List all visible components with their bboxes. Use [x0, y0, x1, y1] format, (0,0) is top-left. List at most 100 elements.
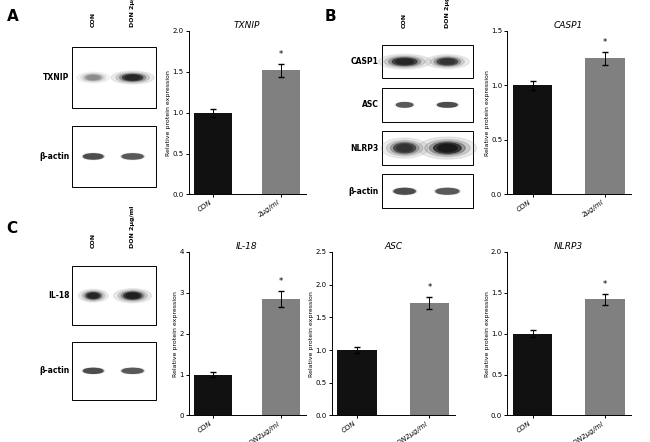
FancyBboxPatch shape — [382, 175, 473, 208]
Ellipse shape — [437, 103, 457, 107]
Ellipse shape — [84, 292, 102, 300]
Text: *: * — [603, 38, 607, 47]
Ellipse shape — [125, 76, 140, 80]
Ellipse shape — [111, 71, 154, 84]
Ellipse shape — [124, 293, 142, 299]
Ellipse shape — [426, 55, 469, 69]
Ellipse shape — [436, 102, 459, 107]
Y-axis label: Relative protein expression: Relative protein expression — [166, 70, 171, 156]
Text: B: B — [325, 9, 337, 24]
Y-axis label: Relative protein expression: Relative protein expression — [484, 291, 489, 377]
Title: NLRP3: NLRP3 — [554, 242, 583, 251]
Text: A: A — [6, 9, 18, 24]
FancyBboxPatch shape — [382, 45, 473, 79]
Ellipse shape — [430, 56, 465, 67]
Text: NLRP3: NLRP3 — [350, 144, 378, 152]
Text: *: * — [280, 277, 283, 286]
FancyBboxPatch shape — [72, 126, 156, 187]
Ellipse shape — [114, 289, 151, 303]
Bar — [513, 334, 552, 415]
Ellipse shape — [122, 368, 143, 373]
Text: ASC: ASC — [362, 100, 378, 109]
Text: CON: CON — [402, 13, 407, 28]
Ellipse shape — [83, 74, 103, 81]
Ellipse shape — [122, 75, 143, 80]
Text: IL-18: IL-18 — [48, 291, 70, 300]
Ellipse shape — [396, 145, 413, 152]
Text: β-actin: β-actin — [39, 152, 70, 161]
Ellipse shape — [390, 142, 419, 154]
Ellipse shape — [424, 140, 470, 156]
FancyBboxPatch shape — [382, 88, 473, 122]
Ellipse shape — [86, 293, 100, 299]
Ellipse shape — [121, 368, 145, 374]
Ellipse shape — [434, 143, 461, 153]
Text: *: * — [427, 283, 432, 292]
Ellipse shape — [121, 153, 145, 160]
Title: IL-18: IL-18 — [236, 242, 258, 251]
Bar — [585, 58, 625, 194]
Y-axis label: Relative protein expression: Relative protein expression — [173, 291, 177, 377]
Y-axis label: Relative protein expression: Relative protein expression — [309, 291, 314, 377]
Text: β-actin: β-actin — [348, 187, 378, 196]
Bar — [585, 299, 625, 415]
Text: β-actin: β-actin — [39, 366, 70, 375]
Ellipse shape — [393, 188, 417, 194]
Y-axis label: Relative protein expression: Relative protein expression — [484, 70, 489, 156]
Ellipse shape — [418, 137, 476, 159]
Ellipse shape — [86, 75, 101, 80]
FancyBboxPatch shape — [382, 131, 473, 165]
Bar — [263, 70, 300, 194]
Ellipse shape — [84, 368, 103, 373]
Text: CASP1: CASP1 — [351, 57, 378, 66]
Ellipse shape — [120, 74, 146, 81]
Ellipse shape — [437, 145, 457, 152]
Ellipse shape — [395, 102, 414, 107]
Ellipse shape — [393, 143, 416, 153]
Ellipse shape — [82, 153, 105, 160]
Ellipse shape — [378, 54, 431, 69]
Ellipse shape — [121, 291, 144, 300]
Ellipse shape — [116, 72, 150, 83]
Bar — [263, 299, 300, 415]
Ellipse shape — [126, 293, 139, 298]
Text: CON: CON — [91, 232, 96, 248]
Ellipse shape — [82, 368, 105, 374]
Ellipse shape — [440, 59, 455, 64]
Text: DON 2μg/ml: DON 2μg/ml — [130, 0, 135, 27]
Title: ASC: ASC — [384, 242, 402, 251]
Ellipse shape — [396, 103, 413, 107]
Ellipse shape — [434, 188, 460, 194]
Bar — [194, 113, 231, 194]
Ellipse shape — [77, 72, 109, 83]
Ellipse shape — [84, 154, 103, 159]
Bar — [513, 85, 552, 194]
Ellipse shape — [430, 141, 465, 155]
FancyBboxPatch shape — [72, 47, 156, 108]
Ellipse shape — [122, 154, 143, 159]
Ellipse shape — [392, 58, 417, 65]
Ellipse shape — [82, 291, 105, 301]
Ellipse shape — [437, 58, 458, 65]
Ellipse shape — [394, 188, 415, 194]
Bar — [410, 303, 449, 415]
Text: DON 2μg/ml: DON 2μg/ml — [445, 0, 450, 28]
Ellipse shape — [434, 57, 461, 66]
Text: C: C — [6, 221, 18, 236]
Ellipse shape — [384, 56, 425, 67]
Ellipse shape — [88, 76, 99, 79]
Ellipse shape — [81, 73, 106, 82]
Ellipse shape — [386, 140, 423, 156]
Ellipse shape — [381, 138, 428, 158]
Ellipse shape — [436, 188, 459, 194]
Title: TXNIP: TXNIP — [234, 21, 260, 30]
Ellipse shape — [118, 290, 148, 301]
Ellipse shape — [79, 290, 108, 302]
Title: CASP1: CASP1 — [554, 21, 584, 30]
Text: *: * — [280, 50, 283, 59]
Bar — [337, 350, 377, 415]
Ellipse shape — [389, 57, 421, 66]
Text: CON: CON — [91, 12, 96, 27]
FancyBboxPatch shape — [72, 267, 156, 325]
Ellipse shape — [88, 293, 98, 298]
